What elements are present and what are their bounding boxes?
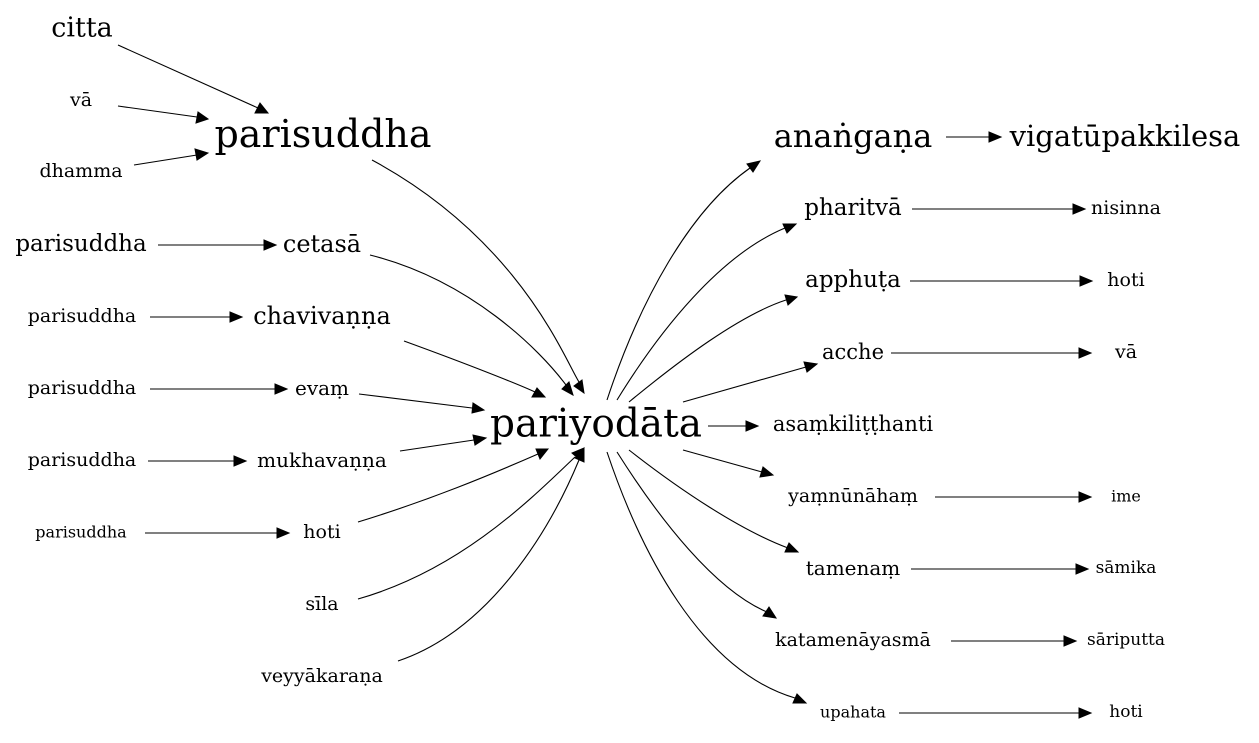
arrowhead [1063, 635, 1078, 647]
node-sila: sīla [305, 593, 338, 615]
arrowhead [233, 455, 248, 467]
graph-edges [117, 44, 1094, 719]
arrowhead [784, 294, 799, 306]
arrowhead [1079, 275, 1094, 287]
arrowhead [988, 131, 1003, 143]
arrowhead [274, 383, 289, 395]
arrowhead [762, 606, 778, 619]
arrowhead [276, 527, 291, 539]
arrowhead [263, 239, 278, 251]
node-hoti-r2: hoti [1109, 702, 1143, 722]
edge-mukhavanna-pariyodata [399, 439, 475, 452]
node-dhamma: dhamma [39, 160, 122, 182]
node-acche: acche [822, 340, 884, 364]
node-veyyakarana: veyyākaraṇa [260, 665, 383, 687]
arrowhead [561, 381, 574, 397]
node-upahata: upahata [820, 703, 886, 722]
edge-dhamma-parisuddha [133, 154, 198, 166]
edge-pariyodata-acche [682, 366, 807, 403]
node-ime: ime [1111, 487, 1141, 506]
edge-pariyodata-anangana [606, 167, 751, 401]
arrowhead [194, 148, 210, 161]
node-cetasa: cetasā [283, 230, 361, 258]
edge-pariyodata-upahata [606, 451, 796, 699]
graph-nodes: citta vā dhamma parisuddha parisuddha ce… [15, 13, 1240, 723]
arrowhead [746, 160, 762, 173]
node-apphuta: apphuṭa [805, 267, 901, 293]
edge-parisuddha-pariyodata [371, 159, 580, 383]
edge-pariyodata-apphuta [628, 299, 787, 403]
node-katamenayasma: katamenāyasmā [775, 629, 931, 651]
node-pariyodata: pariyodāta [490, 402, 702, 447]
node-hoti-left: hoti [303, 521, 340, 543]
node-mukhavanna: mukhavaṇṇa [257, 448, 387, 472]
node-parisuddha-2: parisuddha [28, 305, 137, 327]
node-yamnunaham: yaṃnūnāhaṃ [787, 485, 918, 507]
edge-pariyodata-tamenam [628, 449, 789, 549]
edge-chavivanna-pariyodata [403, 340, 536, 393]
node-chavivanna: chavivaṇṇa [253, 302, 391, 330]
node-sariputta: sāriputta [1087, 630, 1165, 650]
node-parisuddha-main: parisuddha [214, 112, 431, 156]
node-asamkilitthanti: asaṃkiliṭṭhanti [773, 412, 933, 436]
node-evam: evaṃ [295, 376, 349, 400]
arrowhead [1075, 563, 1090, 575]
arrowhead [1072, 203, 1087, 215]
edge-sila-pariyodata [357, 456, 576, 600]
arrowhead [784, 542, 800, 553]
edge-va-parisuddha [117, 105, 198, 118]
node-nisinna: nisinna [1091, 197, 1161, 219]
arrowhead [472, 434, 488, 446]
node-parisuddha-1: parisuddha [15, 231, 147, 257]
edge-citta-parisuddha [117, 44, 259, 109]
arrowhead [782, 223, 798, 234]
edge-pariyodata-pharitva [616, 227, 786, 401]
node-parisuddha-3: parisuddha [28, 377, 137, 399]
node-parisuddha-5: parisuddha [35, 523, 127, 542]
edge-cetasa-pariyodata [369, 254, 567, 386]
edge-pariyodata-katamenayasma [616, 451, 768, 613]
edge-hoti-pariyodata [357, 453, 539, 523]
arrowhead [471, 402, 486, 414]
arrowhead [1078, 491, 1093, 503]
arrowhead [531, 387, 547, 398]
arrowhead [803, 361, 819, 373]
arrowhead [229, 311, 244, 323]
node-va-right: vā [1114, 341, 1137, 363]
arrowhead [195, 111, 210, 124]
arrowhead [574, 447, 585, 463]
arrowhead [573, 379, 585, 395]
node-va-left: vā [69, 89, 92, 111]
node-hoti-r1: hoti [1107, 269, 1144, 291]
arrowhead [254, 102, 270, 114]
arrowhead [1078, 707, 1093, 719]
node-citta: citta [51, 13, 113, 44]
edge-evam-pariyodata [358, 393, 473, 409]
arrowhead [535, 448, 550, 460]
edge-veyyakarana-pariyodata [397, 459, 580, 662]
arrowhead [792, 693, 808, 704]
node-anangana: anaṅgaṇa [774, 117, 933, 155]
node-pharitva: pharitvā [804, 195, 902, 221]
edge-pariyodata-yamnunaham [682, 449, 763, 473]
arrowhead [1078, 347, 1093, 359]
node-vigatupakkilesa: vigatūpakkilesa [1009, 119, 1241, 153]
node-parisuddha-4: parisuddha [28, 449, 137, 471]
arrowhead [745, 420, 760, 432]
arrowhead [759, 466, 775, 478]
node-samika: sāmika [1096, 558, 1157, 578]
node-tamenam: tamenaṃ [806, 556, 901, 580]
